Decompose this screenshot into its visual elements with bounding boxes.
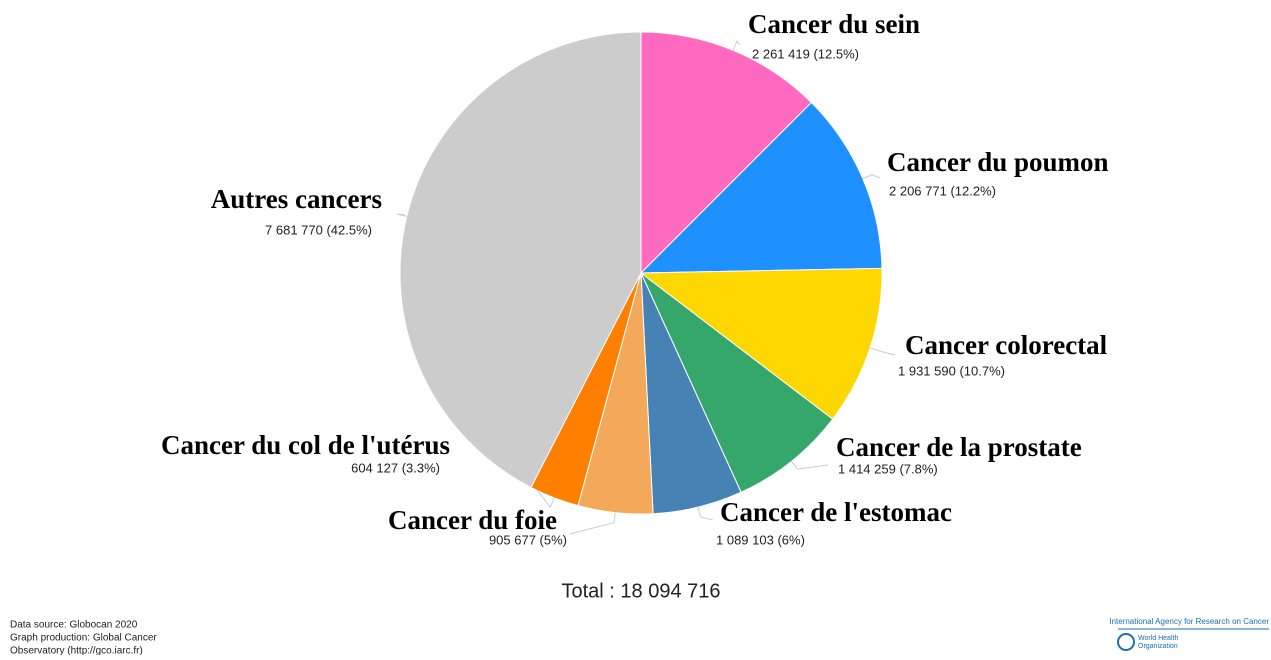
value-label: 905 677 (5%) — [489, 532, 567, 547]
leader-line — [862, 174, 881, 180]
leader-line — [569, 512, 616, 535]
slice-label: Cancer colorectal — [905, 330, 1108, 360]
slice-label: Cancer de la prostate — [836, 432, 1082, 462]
value-label: 604 127 (3.3%) — [351, 460, 440, 475]
total: Total : 18 094 716 — [561, 580, 720, 602]
leader-line — [869, 347, 896, 356]
pie-slice — [640, 31, 813, 275]
leader-line — [697, 507, 714, 521]
logo-text: World Health — [1138, 635, 1178, 642]
value-label: 2 261 419 (12.5%) — [752, 46, 859, 61]
slice-label: Cancer de l'estomac — [720, 497, 952, 527]
logo-text: International Agency for Research on Can… — [1109, 617, 1269, 626]
leader-line — [732, 40, 741, 51]
value-label: 7 681 770 (42.5%) — [265, 222, 372, 237]
slice-label: Cancer du sein — [748, 9, 920, 39]
logo-icon — [1117, 633, 1135, 651]
leader-line — [396, 213, 407, 217]
slice-label: Cancer du foie — [388, 505, 557, 535]
slice-label: Cancer du poumon — [887, 147, 1109, 177]
pie-slice — [639, 101, 883, 274]
slice-label: Cancer du col de l'utérus — [161, 430, 450, 460]
footer-line: Observatory (http://gco.iarc.fr) — [10, 646, 143, 655]
logo-text: Organization — [1138, 643, 1178, 650]
value-label: 2 206 771 (12.2%) — [889, 183, 996, 198]
footer-line: Graph production: Global Cancer — [10, 633, 157, 644]
value-label: 1 089 103 (6%) — [716, 532, 805, 547]
leader-line — [790, 461, 829, 470]
footer-line: Data source: Globocan 2020 — [10, 620, 138, 631]
slice-label: Autres cancers — [211, 184, 382, 214]
value-label: 1 414 259 (7.8%) — [838, 461, 938, 476]
pie-slice — [639, 267, 883, 420]
leader-line — [536, 489, 555, 509]
pie-slice — [399, 31, 642, 489]
value-label: 1 931 590 (10.7%) — [898, 363, 1005, 378]
